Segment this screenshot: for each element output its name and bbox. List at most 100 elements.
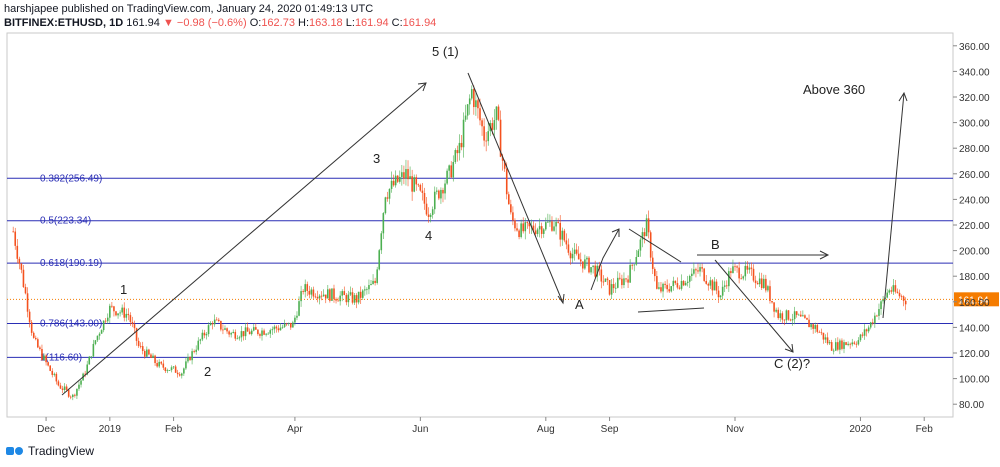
arrow-head [819, 250, 830, 260]
candle-body [24, 286, 27, 294]
candle-body [382, 213, 385, 234]
last-price: 161.94 [126, 17, 160, 29]
candle-body [331, 288, 333, 301]
candle-body [257, 329, 259, 335]
candle-body [818, 331, 821, 333]
candle-body [170, 367, 173, 371]
candle-body [425, 203, 428, 215]
candle-body [902, 296, 905, 301]
candle-body [370, 283, 372, 286]
candle-body [538, 226, 541, 230]
candle-body [123, 307, 126, 318]
candle-body [96, 335, 99, 341]
candle-body [69, 396, 72, 398]
fib-level-label: 0.618(190.19) [40, 258, 102, 269]
candle-body [316, 296, 319, 299]
y-tick-label: 160.00 [959, 298, 990, 309]
candle-body [715, 281, 718, 291]
candle-body [804, 315, 806, 318]
candle-body [141, 346, 144, 351]
candle-body [475, 100, 477, 108]
price-chart[interactable]: 0.382(256.49) 0.5(223.34) 0.618(190.19) 0.7… [0, 0, 1000, 440]
candle-body [357, 291, 360, 303]
candle-body [627, 279, 629, 283]
candle-body [273, 326, 276, 330]
wave-label-2: 2 [204, 364, 211, 379]
candle-body [109, 305, 111, 318]
candle-body [133, 324, 136, 329]
candle-body [575, 249, 578, 254]
candle-body [470, 89, 473, 99]
candle-body [592, 265, 594, 268]
candle-body [553, 226, 555, 231]
candle-body [746, 265, 749, 270]
candle-body [271, 329, 274, 331]
candle-body [47, 362, 49, 366]
y-tick-label: 120.00 [959, 349, 990, 360]
candle-body [452, 161, 455, 178]
candle-body [787, 310, 790, 320]
candle-body [312, 289, 315, 297]
candle-body [637, 250, 640, 257]
candle-body [279, 327, 282, 331]
candle-body [220, 320, 222, 330]
candle-body [847, 343, 849, 345]
candle-body [816, 325, 819, 332]
candle-body [314, 296, 317, 298]
candle-body [730, 271, 732, 273]
candle-body [327, 289, 329, 299]
candle-body [728, 271, 730, 287]
above-360-arrow [882, 92, 905, 319]
close-value: 161.94 [402, 17, 437, 29]
triangle-bottom [637, 307, 705, 313]
candle-body [849, 343, 851, 345]
trend-a-up [590, 228, 620, 291]
candle-body [830, 342, 833, 351]
candle-body [12, 231, 14, 233]
candle-body [567, 244, 570, 253]
fib-level-label: 1(116.60) [40, 352, 82, 363]
y-tick-label: 180.00 [959, 272, 990, 283]
candle-body [625, 278, 627, 280]
candle-body [248, 331, 251, 335]
candle-body [518, 230, 520, 238]
candle-body [183, 368, 185, 374]
candle-body [686, 281, 689, 283]
candle-body [725, 285, 728, 287]
candle-body [154, 355, 156, 364]
candle-body [162, 363, 165, 368]
candle-body [215, 319, 218, 321]
candle-body [812, 324, 814, 329]
candle-body [606, 278, 609, 281]
candle-body [333, 288, 335, 299]
candle-body [98, 333, 101, 336]
candle-body [127, 313, 130, 316]
candle-body [421, 190, 424, 193]
x-tick-label: Jun [412, 424, 428, 435]
candle-body [244, 327, 247, 337]
candle-body [588, 257, 590, 273]
candle-body [483, 126, 485, 141]
candle-body [623, 278, 625, 286]
candle-body [318, 295, 321, 299]
annotation-above-360: Above 360 [803, 82, 865, 97]
candle-body [851, 342, 854, 345]
candle-body [53, 373, 56, 375]
candle-body [682, 281, 685, 286]
candle-body [693, 269, 695, 274]
candle-body [255, 327, 257, 330]
candle-body [84, 373, 86, 375]
publish-info: harshjapee published on TradingView.com,… [4, 3, 374, 15]
candle-body [125, 313, 128, 318]
candle-body [748, 267, 751, 270]
candle-body [450, 165, 453, 178]
candle-body [398, 176, 401, 182]
candle-body [662, 283, 664, 292]
candle-body [473, 89, 475, 108]
candle-body [734, 266, 736, 268]
candle-body [845, 342, 847, 345]
arrow-head [898, 91, 908, 102]
candle-body [892, 285, 895, 292]
candle-body [516, 228, 518, 231]
candle-body [645, 218, 648, 237]
